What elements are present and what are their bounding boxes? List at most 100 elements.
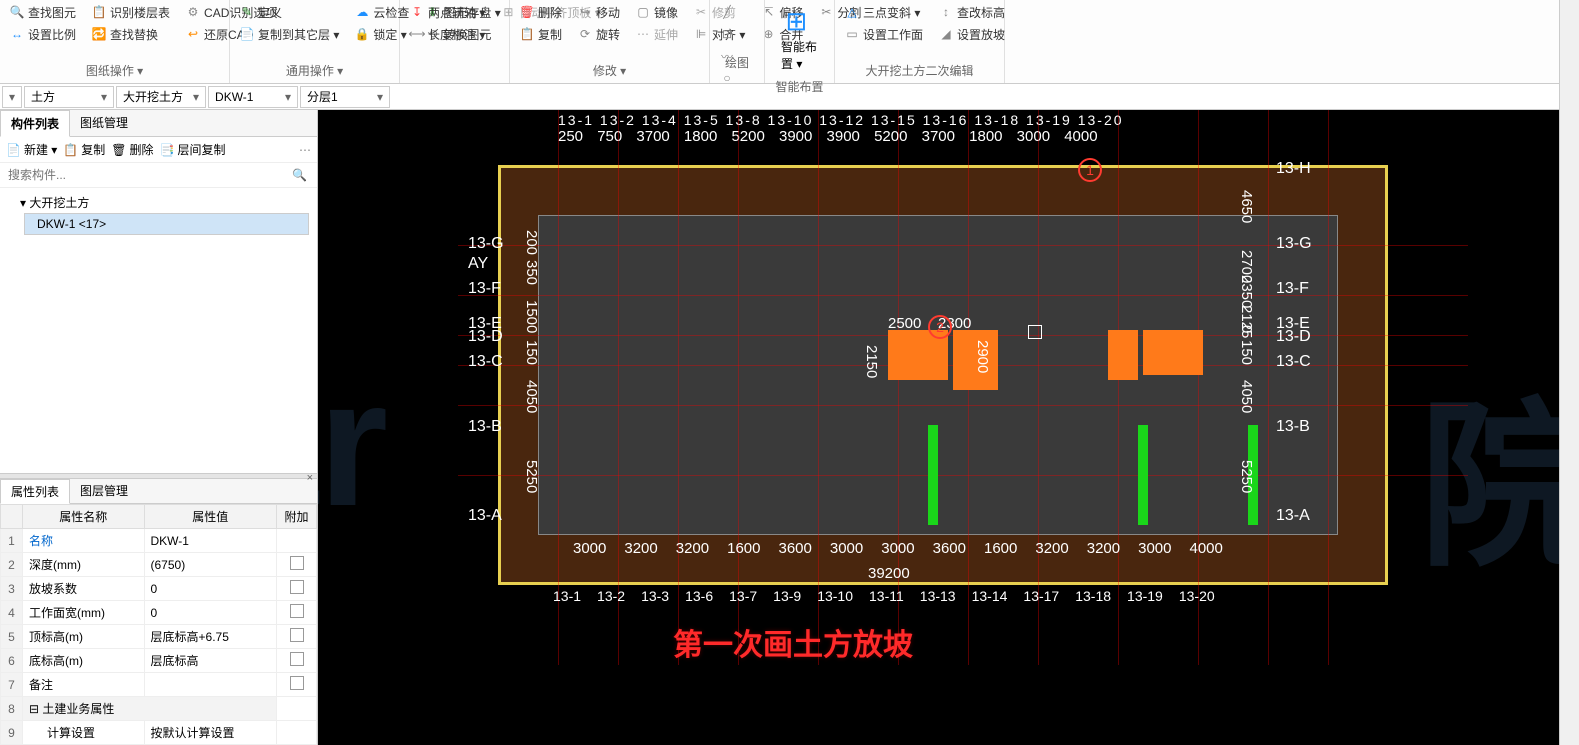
ribbon-icon: ↪	[578, 5, 592, 19]
ribbon-icon: ○	[720, 71, 734, 85]
dim-label: 150	[523, 300, 540, 325]
left-panel: 构件列表 图纸管理 📄新建 ▾ 📋复制 🗑删除 📑层间复制 ⋯ 🔍 大开挖土方 …	[0, 110, 318, 745]
ribbon-button[interactable]: ↧两点辅轴 ▾	[408, 2, 487, 22]
checkbox[interactable]	[290, 676, 304, 690]
right-toolstrip[interactable]	[1559, 0, 1579, 745]
ribbon-button[interactable]: ▢镜像	[634, 2, 680, 22]
property-row[interactable]: 1名称DKW-1	[1, 529, 317, 553]
ribbon-button[interactable]: ↪移动	[576, 2, 622, 22]
ribbon-button[interactable]: ✎定义	[238, 2, 341, 22]
checkbox[interactable]	[290, 628, 304, 642]
close-icon[interactable]: ×	[307, 472, 313, 484]
grid-col-label: 13-17	[1023, 588, 1059, 604]
col-value: 属性值	[144, 505, 276, 529]
chevron-down-icon: ▾	[377, 90, 383, 104]
ribbon-button[interactable]: ↕查改标高	[937, 2, 1007, 22]
dim-label: 1600	[984, 540, 1017, 557]
ribbon-button[interactable]: ⊡	[718, 24, 740, 44]
selector-layer[interactable]: 分层1▾	[300, 86, 390, 108]
dim-label: 3000	[830, 540, 863, 557]
grid-row-label: 13-F	[468, 280, 501, 298]
dim-label: 2125	[1238, 305, 1255, 338]
search-icon[interactable]: 🔍	[292, 168, 307, 182]
selector-0[interactable]: ▾	[2, 86, 22, 108]
property-row[interactable]: 8⊟ 土建业务属性	[1, 697, 317, 721]
grid-col-label: 13-13	[920, 588, 956, 604]
cad-viewport[interactable]: Star 院 13-1 13-2 13-4 13-5 13-8 13-10 13…	[318, 110, 1579, 745]
annotation-text: 第一次画土方放坡	[673, 620, 913, 664]
delete-icon: 🗑	[111, 143, 126, 157]
property-row[interactable]: 2深度(mm)(6750)	[1, 553, 317, 577]
checkbox[interactable]	[290, 652, 304, 666]
ribbon-icon: ▭	[845, 27, 859, 41]
selector-category[interactable]: 土方▾	[24, 86, 114, 108]
checkbox[interactable]	[290, 604, 304, 618]
new-icon: 📄	[6, 143, 21, 157]
grid-col-label: 13-20	[1179, 588, 1215, 604]
copy-button[interactable]: 📋复制	[63, 141, 105, 158]
ribbon-button[interactable]: ╱	[718, 2, 740, 22]
selector-subcategory[interactable]: 大开挖土方▾	[116, 86, 206, 108]
layer-copy-button[interactable]: 📑层间复制	[160, 141, 226, 158]
dim-label: 3000	[573, 540, 606, 557]
ribbon-button[interactable]: ▭设置工作面	[843, 24, 925, 44]
inner-dim: 2500	[888, 315, 921, 332]
dims-top: 250 750 3700 1800 5200 3900 3900 5200 37…	[558, 128, 1458, 145]
property-row[interactable]: 5顶标高(m)层底标高+6.75	[1, 625, 317, 649]
selector-component[interactable]: DKW-1▾	[208, 86, 298, 108]
property-row[interactable]: 7备注	[1, 673, 317, 697]
dim-label: 150	[523, 340, 540, 365]
green-column	[1138, 425, 1148, 525]
ribbon-button[interactable]: 📋复制	[518, 24, 564, 44]
smart-layout-button[interactable]: ⊞ 智能布置 ▾	[773, 2, 826, 76]
tab-drawing-mgmt[interactable]: 图纸管理	[70, 110, 138, 136]
ribbon-button[interactable]: ↔设置比例	[8, 24, 78, 44]
ribbon-group-label	[408, 64, 501, 68]
ribbon-icon: ⟷	[410, 27, 424, 41]
ribbon-button[interactable]: 📄复制到其它层 ▾	[238, 24, 341, 44]
dim-label: 3200	[676, 540, 709, 557]
ribbon-icon: ↕	[939, 5, 953, 19]
ribbon-button[interactable]: ◢设置放坡	[937, 24, 1007, 44]
dim-label: 3600	[933, 540, 966, 557]
ribbon-icon: ✎	[240, 5, 254, 19]
search-input[interactable]	[6, 166, 311, 184]
tab-component-list[interactable]: 构件列表	[0, 110, 70, 137]
ribbon-button[interactable]: 🔁查找替换	[90, 24, 172, 44]
ribbon-button[interactable]: ⟷长度标注 ▾	[408, 24, 487, 44]
grid-col-label: 13-2	[597, 588, 625, 604]
delete-button[interactable]: 🗑删除	[111, 141, 153, 158]
property-row[interactable]: 9计算设置按默认计算设置	[1, 721, 317, 745]
property-row[interactable]: 6底标高(m)层底标高	[1, 649, 317, 673]
property-tabs: 属性列表 图层管理	[0, 479, 317, 504]
ribbon-button[interactable]: ⟳旋转	[576, 24, 622, 44]
tree-child[interactable]: DKW-1 <17>	[24, 213, 309, 235]
ribbon-icon: 🗑	[520, 5, 534, 19]
chevron-down-icon: ▾	[101, 90, 107, 104]
ribbon-button[interactable]: △三点变斜 ▾	[843, 2, 925, 22]
cursor-icon	[1028, 325, 1042, 339]
ribbon-icon: ↧	[410, 5, 424, 19]
more-icon[interactable]: ⋯	[299, 143, 311, 157]
panel-splitter[interactable]: ×	[0, 473, 317, 479]
tab-layer-mgmt[interactable]: 图层管理	[70, 479, 138, 503]
dim-label: 350	[523, 260, 540, 285]
new-button[interactable]: 📄新建 ▾	[6, 141, 57, 158]
green-column	[928, 425, 938, 525]
tree-parent[interactable]: 大开挖土方	[8, 192, 309, 213]
checkbox[interactable]	[290, 580, 304, 594]
ribbon-button[interactable]: 🔍查找图元	[8, 2, 78, 22]
ribbon-button[interactable]: 🗑删除	[518, 2, 564, 22]
dim-label: 1600	[727, 540, 760, 557]
ribbon-icon: ↔	[10, 27, 24, 41]
chevron-down-icon: ▾	[9, 90, 15, 104]
tab-properties[interactable]: 属性列表	[0, 479, 70, 504]
dim-label: 5250	[523, 460, 540, 493]
checkbox[interactable]	[290, 556, 304, 570]
dim-label: 3200	[1087, 540, 1120, 557]
dim-label: 3200	[624, 540, 657, 557]
property-row[interactable]: 4工作面宽(mm)0	[1, 601, 317, 625]
property-row[interactable]: 3放坡系数0	[1, 577, 317, 601]
ribbon-icon: 🔍	[10, 5, 24, 19]
ribbon-button[interactable]: 📋识别楼层表	[90, 2, 172, 22]
